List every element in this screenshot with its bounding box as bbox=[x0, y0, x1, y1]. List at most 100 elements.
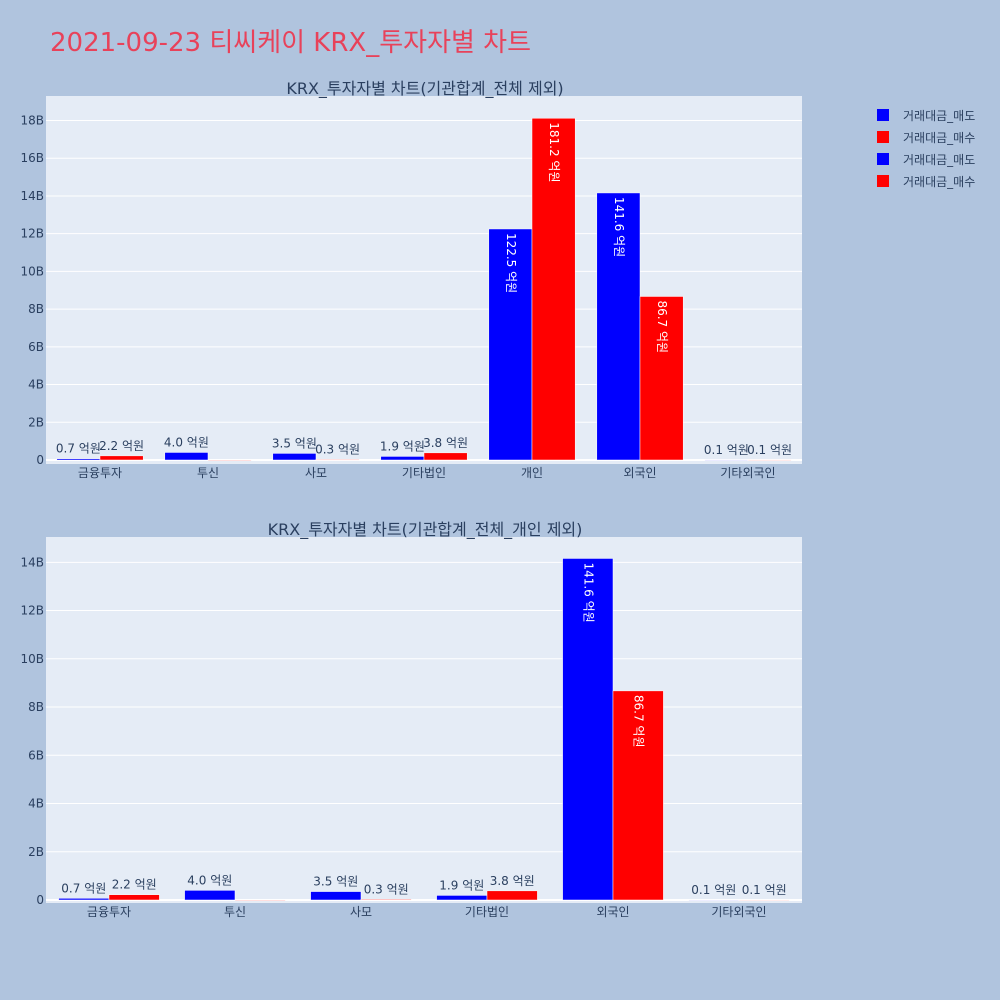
bar-buy bbox=[747, 459, 792, 461]
x-tick-label: 투신 bbox=[197, 466, 219, 480]
legend-swatch bbox=[877, 175, 889, 187]
data-label: 0.3 억원 bbox=[364, 882, 409, 896]
bar-buy bbox=[738, 899, 790, 901]
x-tick-label: 개인 bbox=[521, 466, 543, 480]
y-tick-label: 14B bbox=[20, 189, 44, 203]
data-label: 0.1 억원 bbox=[691, 883, 736, 897]
y-tick-label: 8B bbox=[28, 302, 44, 316]
data-label: 3.5 억원 bbox=[313, 875, 358, 889]
data-label: 1.9 억원 bbox=[380, 439, 425, 453]
data-label: 181.2 억원 bbox=[547, 122, 561, 182]
chart-title: KRX_투자자별 차트(기관합계_전체 제외) bbox=[286, 79, 563, 99]
bar-buy bbox=[639, 296, 684, 461]
bar-sell bbox=[184, 890, 236, 901]
y-tick-label: 6B bbox=[28, 748, 44, 762]
data-label: 3.8 억원 bbox=[423, 436, 468, 450]
data-label: 0.1 억원 bbox=[704, 443, 749, 457]
bar-sell bbox=[488, 228, 533, 461]
legend-swatch bbox=[877, 153, 889, 165]
data-label: 2.2 억원 bbox=[99, 439, 144, 453]
data-label: 0.1 억원 bbox=[747, 443, 792, 457]
plot-area bbox=[46, 537, 802, 903]
data-label: 141.6 억원 bbox=[581, 562, 595, 622]
data-label: 86.7 억원 bbox=[632, 695, 646, 748]
data-label: 1.9 억원 bbox=[439, 878, 484, 892]
x-tick-label: 기타외국인 bbox=[720, 466, 775, 480]
bar-sell bbox=[164, 452, 209, 461]
legend-item[interactable]: 거래대금_매도 bbox=[870, 104, 975, 126]
data-label: 4.0 억원 bbox=[164, 435, 209, 449]
y-tick-label: 4B bbox=[28, 378, 44, 392]
bar-sell bbox=[436, 895, 488, 901]
y-tick-label: 0 bbox=[36, 453, 44, 467]
bar-buy bbox=[486, 890, 538, 901]
legend-swatch bbox=[877, 109, 889, 121]
legend-item[interactable]: 거래대금_매수 bbox=[870, 126, 975, 148]
x-tick-label: 외국인 bbox=[623, 466, 656, 480]
x-tick-label: 외국인 bbox=[596, 905, 629, 919]
bar-buy bbox=[234, 899, 286, 901]
data-label: 4.0 억원 bbox=[187, 873, 232, 887]
data-label: 0.3 억원 bbox=[315, 442, 360, 456]
bar-buy bbox=[207, 459, 252, 461]
data-label: 0.7 억원 bbox=[56, 442, 101, 456]
x-tick-label: 금융투자 bbox=[87, 905, 131, 919]
y-tick-label: 10B bbox=[20, 264, 44, 278]
data-label: 3.5 억원 bbox=[272, 436, 317, 450]
y-tick-label: 12B bbox=[20, 227, 44, 241]
bar-sell bbox=[56, 458, 101, 461]
bar-sell bbox=[380, 456, 425, 461]
y-tick-label: 8B bbox=[28, 700, 44, 714]
x-tick-label: 사모 bbox=[305, 466, 327, 480]
bar-buy bbox=[99, 455, 144, 461]
bar-sell bbox=[562, 558, 614, 901]
data-label: 2.2 억원 bbox=[112, 878, 157, 892]
x-tick-label: 투신 bbox=[224, 905, 246, 919]
bar-buy bbox=[315, 459, 360, 461]
y-tick-label: 2B bbox=[28, 415, 44, 429]
legend: 거래대금_매도 거래대금_매수 거래대금_매도 거래대금_매수 bbox=[870, 104, 975, 192]
bar-buy bbox=[612, 690, 664, 901]
bar-buy bbox=[423, 452, 468, 461]
bar-buy bbox=[108, 894, 160, 901]
y-tick-label: 6B bbox=[28, 340, 44, 354]
legend-label: 거래대금_매수 bbox=[903, 130, 976, 145]
y-tick-label: 2B bbox=[28, 845, 44, 859]
chart-title: KRX_투자자별 차트(기관합계_전체_개인 제외) bbox=[268, 520, 583, 540]
legend-label: 거래대금_매수 bbox=[903, 174, 976, 189]
y-tick-label: 14B bbox=[20, 555, 44, 569]
data-label: 141.6 억원 bbox=[612, 197, 626, 257]
y-tick-label: 18B bbox=[20, 114, 44, 128]
data-label: 0.7 억원 bbox=[61, 881, 106, 895]
bar-sell bbox=[688, 899, 740, 901]
legend-item[interactable]: 거래대금_매수 bbox=[870, 170, 975, 192]
y-tick-label: 10B bbox=[20, 652, 44, 666]
legend-label: 거래대금_매도 bbox=[903, 152, 976, 167]
plot-area bbox=[46, 96, 802, 464]
bar-buy bbox=[531, 118, 576, 461]
bar-sell bbox=[596, 192, 641, 461]
x-tick-label: 사모 bbox=[350, 905, 372, 919]
y-tick-label: 12B bbox=[20, 604, 44, 618]
bar-sell bbox=[58, 898, 110, 901]
y-tick-label: 4B bbox=[28, 797, 44, 811]
data-label: 86.7 억원 bbox=[655, 300, 669, 353]
x-tick-label: 기타법인 bbox=[402, 466, 446, 480]
data-label: 122.5 억원 bbox=[504, 233, 518, 293]
y-tick-label: 16B bbox=[20, 151, 44, 165]
y-tick-label: 0 bbox=[36, 893, 44, 907]
bar-sell bbox=[272, 453, 317, 461]
bar-buy bbox=[360, 899, 412, 901]
bar-sell bbox=[704, 459, 749, 461]
x-tick-label: 금융투자 bbox=[78, 466, 122, 480]
data-label: 3.8 억원 bbox=[490, 874, 535, 888]
page-title: 2021-09-23 티씨케이 KRX_투자자별 차트 bbox=[50, 28, 532, 58]
legend-swatch bbox=[877, 131, 889, 143]
bar-sell bbox=[310, 891, 362, 901]
x-tick-label: 기타외국인 bbox=[711, 905, 766, 919]
x-tick-label: 기타법인 bbox=[465, 905, 509, 919]
legend-label: 거래대금_매도 bbox=[903, 108, 976, 123]
legend-item[interactable]: 거래대금_매도 bbox=[870, 148, 975, 170]
data-label: 0.1 억원 bbox=[742, 883, 787, 897]
